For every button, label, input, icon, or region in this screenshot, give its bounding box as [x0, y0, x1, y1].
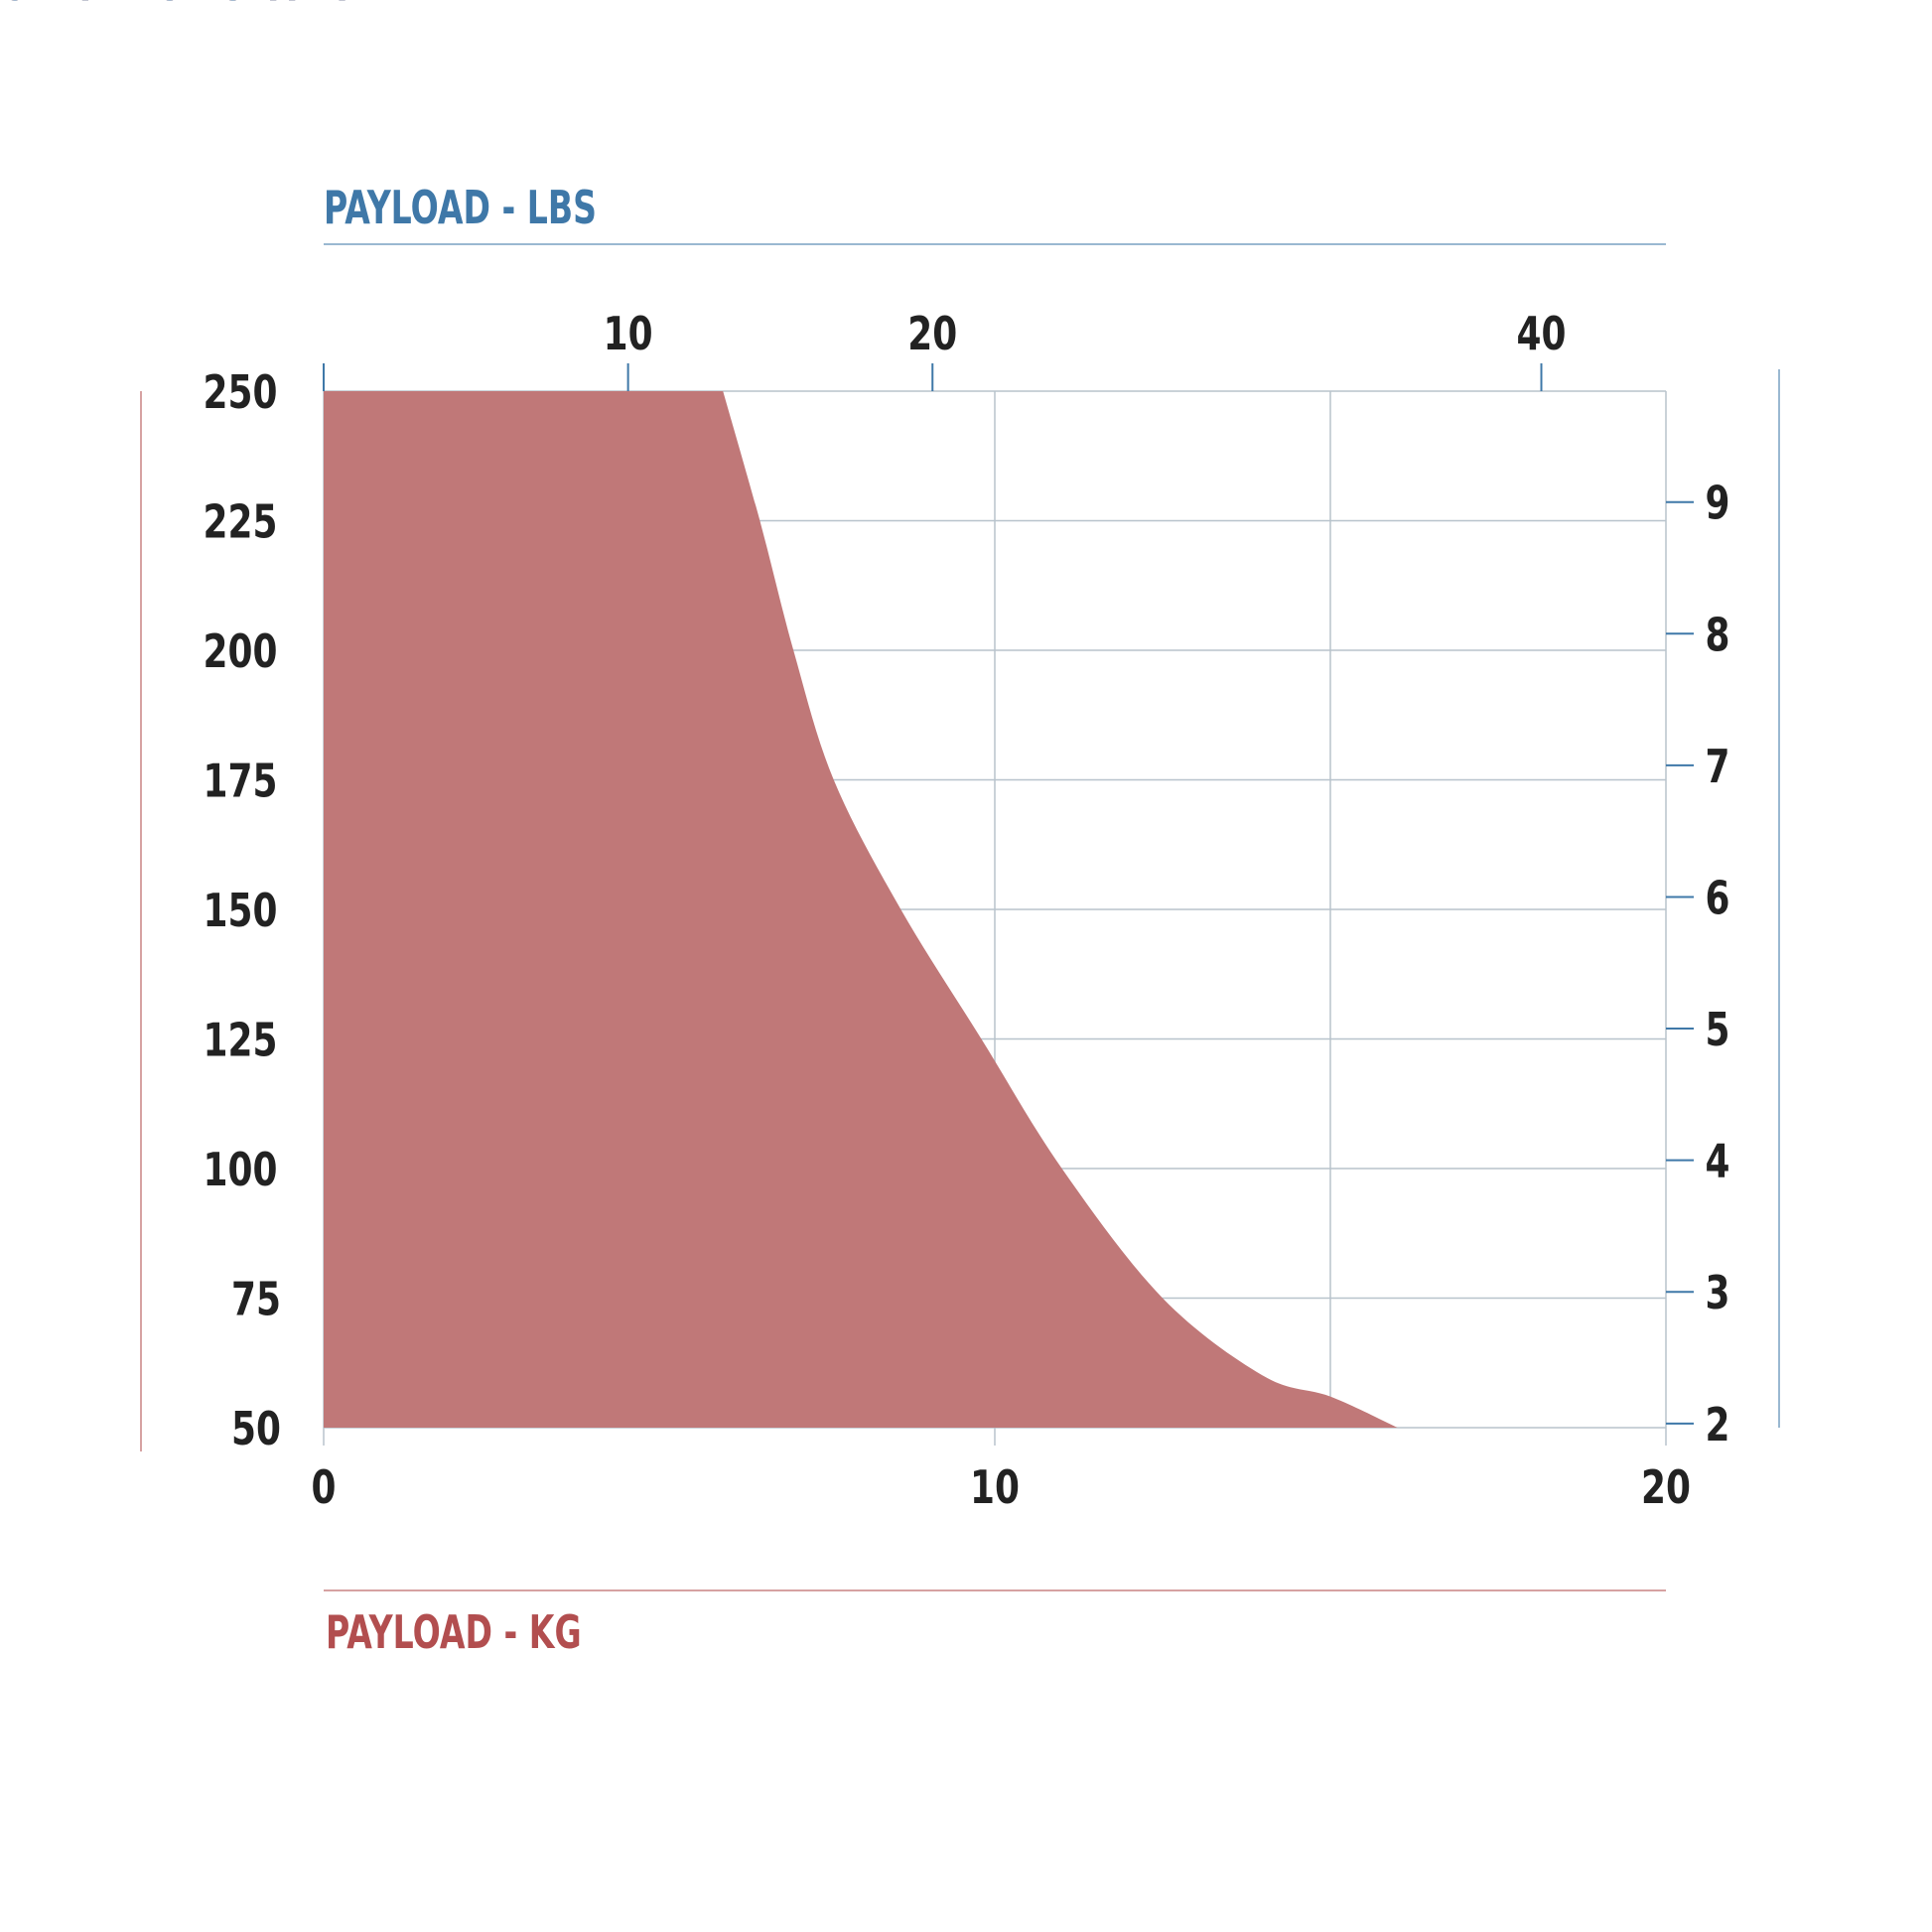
tick-label-mm: 225 — [204, 495, 278, 549]
tick-label-mm: 75 — [231, 1273, 281, 1326]
tick-label-in: 5 — [1706, 1004, 1730, 1057]
tick-label-lbs: 20 — [907, 308, 957, 361]
tick-label-kg: 10 — [970, 1461, 1020, 1515]
tick-label-in: 2 — [1706, 1398, 1730, 1451]
tick-label-mm: 250 — [204, 366, 278, 420]
tick-label-kg: 20 — [1641, 1461, 1691, 1515]
tick-label-lbs: 10 — [604, 308, 653, 361]
tick-label-in: 3 — [1706, 1267, 1730, 1320]
bottom-axis-title: PAYLOAD - KG — [326, 1607, 582, 1660]
tick-label-mm: 100 — [204, 1144, 278, 1197]
tick-label-mm: 150 — [204, 885, 278, 938]
tick-label-kg: 0 — [312, 1461, 337, 1515]
tick-label-mm: 125 — [204, 1014, 278, 1067]
tick-label-in: 6 — [1706, 872, 1730, 925]
tick-label-lbs: 40 — [1517, 308, 1567, 361]
tick-label-mm: 175 — [204, 755, 278, 808]
left-axis-title: CENTER OF GRAVITY - MM — [0, 0, 480, 11]
payload-area — [324, 391, 1398, 1428]
tick-label-in: 7 — [1706, 741, 1730, 794]
tick-label-mm: 50 — [231, 1403, 281, 1456]
tick-label-mm: 200 — [204, 625, 278, 679]
tick-label-in: 8 — [1706, 609, 1730, 662]
axes — [140, 243, 1780, 1591]
right-axis-title: CENTER OF GRAVITY - IN — [0, 0, 454, 11]
tick-label-in: 4 — [1706, 1135, 1730, 1188]
tick-label-in: 9 — [1706, 477, 1730, 530]
tick-labels: 0 10 20 250 225 200 175 150 125 100 75 50 10 20 40 9 8 7 6… — [204, 308, 1730, 1515]
top-axis-title: PAYLOAD - LBS — [324, 183, 597, 235]
